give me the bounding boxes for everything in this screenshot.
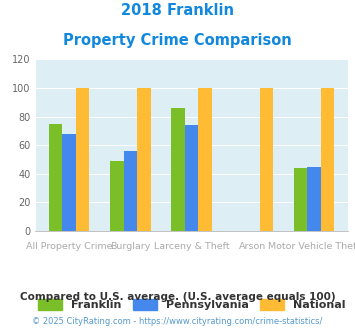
Bar [124, 151, 137, 231]
Bar [198, 88, 212, 231]
Bar [260, 88, 273, 231]
Text: Burglary: Burglary [110, 242, 151, 251]
Bar [185, 125, 198, 231]
Bar [307, 167, 321, 231]
Text: Motor Vehicle Theft: Motor Vehicle Theft [268, 242, 355, 251]
Text: All Property Crime: All Property Crime [26, 242, 113, 251]
Bar [294, 168, 307, 231]
Bar [137, 88, 151, 231]
Bar [321, 88, 334, 231]
Text: Arson: Arson [239, 242, 267, 251]
Text: Property Crime Comparison: Property Crime Comparison [63, 33, 292, 48]
Bar [62, 134, 76, 231]
Bar [171, 108, 185, 231]
Text: Compared to U.S. average. (U.S. average equals 100): Compared to U.S. average. (U.S. average … [20, 292, 335, 302]
Text: Larceny & Theft: Larceny & Theft [154, 242, 230, 251]
Bar [76, 88, 89, 231]
Text: 2018 Franklin: 2018 Franklin [121, 3, 234, 18]
Legend: Franklin, Pennsylvania, National: Franklin, Pennsylvania, National [33, 294, 350, 315]
Bar [110, 161, 124, 231]
Text: © 2025 CityRating.com - https://www.cityrating.com/crime-statistics/: © 2025 CityRating.com - https://www.city… [32, 317, 323, 326]
Bar [49, 124, 62, 231]
